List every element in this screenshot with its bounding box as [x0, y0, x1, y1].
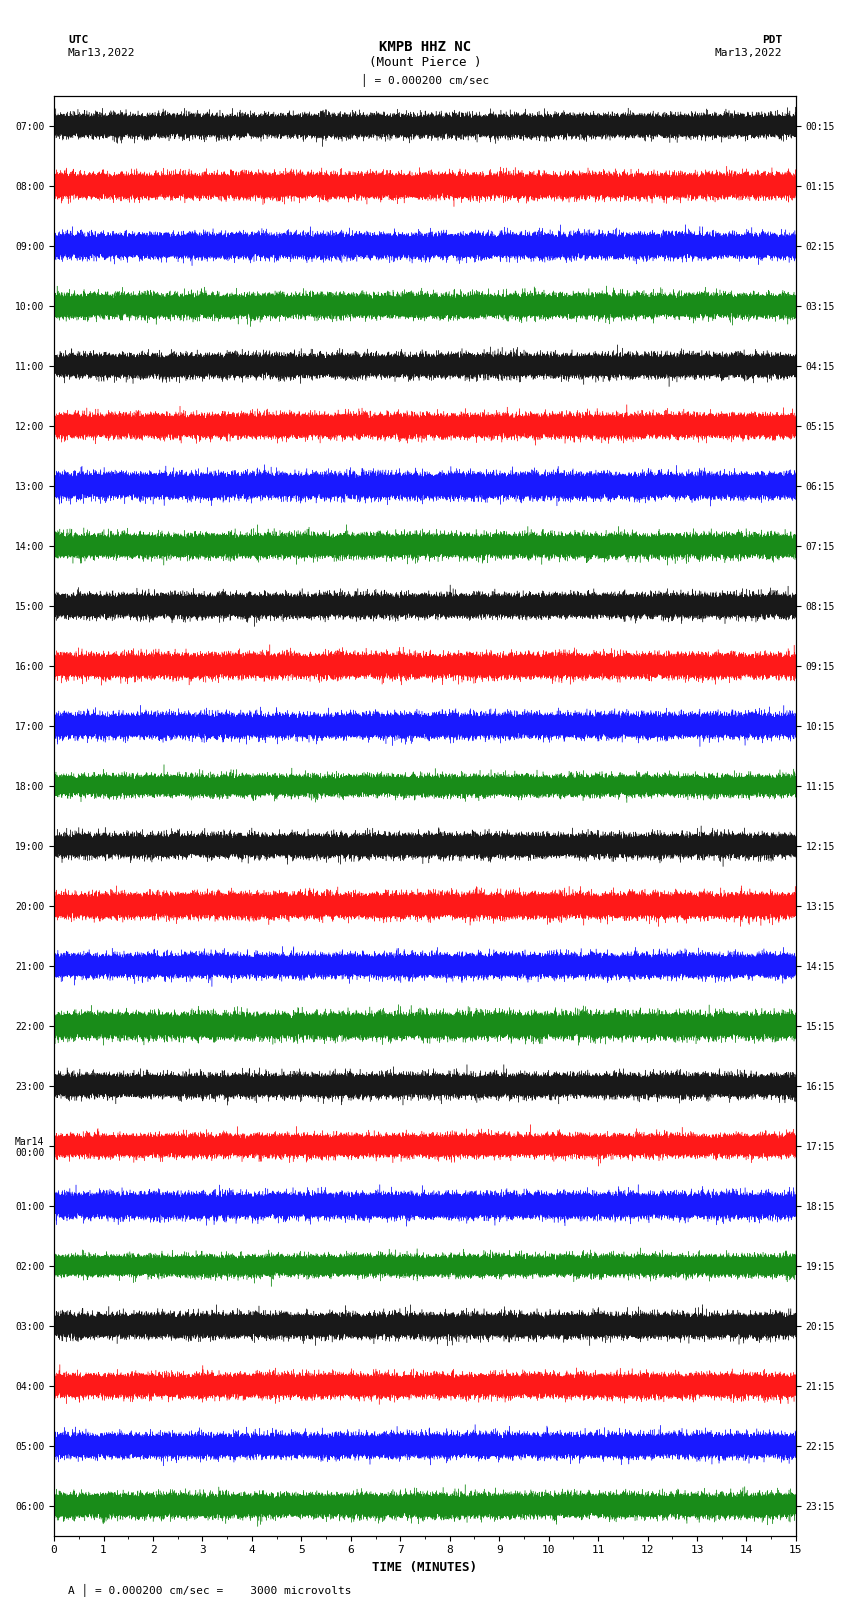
Text: Mar13,2022: Mar13,2022	[715, 48, 782, 58]
Text: (Mount Pierce ): (Mount Pierce )	[369, 56, 481, 69]
X-axis label: TIME (MINUTES): TIME (MINUTES)	[372, 1561, 478, 1574]
Text: KMPB HHZ NC: KMPB HHZ NC	[379, 40, 471, 55]
Text: PDT: PDT	[762, 35, 782, 45]
Text: Mar13,2022: Mar13,2022	[68, 48, 135, 58]
Text: A │ = 0.000200 cm/sec =    3000 microvolts: A │ = 0.000200 cm/sec = 3000 microvolts	[68, 1584, 352, 1597]
Text: UTC: UTC	[68, 35, 88, 45]
Text: │ = 0.000200 cm/sec: │ = 0.000200 cm/sec	[361, 74, 489, 87]
